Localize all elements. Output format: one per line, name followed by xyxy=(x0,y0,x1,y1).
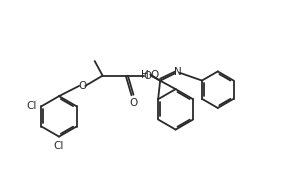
Text: O: O xyxy=(78,81,86,91)
Text: H: H xyxy=(141,70,149,80)
Text: O: O xyxy=(150,70,158,80)
Text: O: O xyxy=(129,98,138,108)
Text: N: N xyxy=(174,67,182,77)
Text: O: O xyxy=(143,71,152,81)
Text: Cl: Cl xyxy=(54,141,64,151)
Text: Cl: Cl xyxy=(26,101,37,111)
